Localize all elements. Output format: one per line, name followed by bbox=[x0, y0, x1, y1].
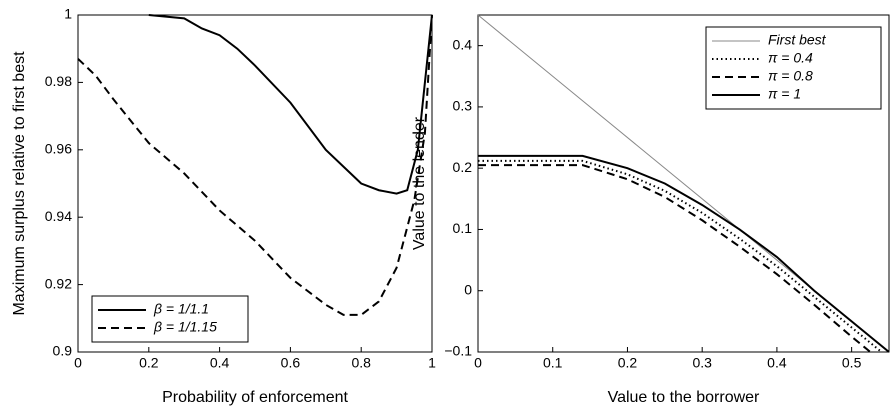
plot-frame bbox=[77, 14, 433, 353]
y-tick-label: 0 bbox=[464, 281, 472, 297]
legend-box bbox=[91, 295, 249, 343]
x-tick-label: 0.6 bbox=[281, 355, 301, 371]
x-tick-label: 0.2 bbox=[618, 355, 638, 371]
y-tick-label: 0.2 bbox=[453, 159, 473, 175]
x-tick-label: 0.5 bbox=[842, 355, 862, 371]
y-tick-label: 0.1 bbox=[453, 220, 473, 236]
y-tick-label: 1 bbox=[64, 6, 72, 22]
y-tick-label: 0.3 bbox=[453, 98, 473, 114]
series-line bbox=[478, 154, 890, 353]
legend-label: π = 1 bbox=[768, 86, 801, 102]
series-line bbox=[77, 14, 433, 316]
x-tick-label: 0.3 bbox=[692, 355, 712, 371]
y-tick-label: 0.9 bbox=[53, 343, 73, 359]
x-axis-label: Probability of enforcement bbox=[162, 389, 348, 406]
x-tick-label: 0.4 bbox=[210, 355, 230, 371]
x-tick-label: 0 bbox=[74, 355, 82, 371]
legend-label: First best bbox=[768, 32, 827, 48]
x-tick-label: 0.1 bbox=[543, 355, 563, 371]
y-tick-label: 0.94 bbox=[45, 208, 72, 224]
series-line bbox=[148, 14, 433, 195]
x-tick-label: 0 bbox=[474, 355, 482, 371]
x-tick-label: 0.2 bbox=[139, 355, 159, 371]
x-tick-label: 1 bbox=[428, 355, 436, 371]
x-axis-label: Value to the borrower bbox=[608, 389, 760, 406]
x-tick-label: 0.8 bbox=[351, 355, 371, 371]
y-axis-label: Value to the lender bbox=[411, 116, 428, 250]
y-tick-label: 0.92 bbox=[45, 275, 72, 291]
legend-label: π = 0.4 bbox=[768, 50, 813, 66]
series-line bbox=[478, 164, 871, 353]
plot-frame bbox=[477, 14, 890, 353]
legend-label: β = 1/1.15 bbox=[153, 319, 217, 335]
legend-label: π = 0.8 bbox=[768, 68, 813, 84]
y-tick-label: −0.1 bbox=[444, 343, 472, 359]
y-tick-label: 0.96 bbox=[45, 141, 72, 157]
legend-label: β = 1/1.1 bbox=[153, 301, 209, 317]
series-line bbox=[478, 159, 883, 353]
y-axis-label: Maximum surplus relative to first best bbox=[11, 51, 28, 316]
y-tick-label: 0.4 bbox=[453, 36, 473, 52]
y-tick-label: 0.98 bbox=[45, 73, 72, 89]
x-tick-label: 0.4 bbox=[767, 355, 787, 371]
